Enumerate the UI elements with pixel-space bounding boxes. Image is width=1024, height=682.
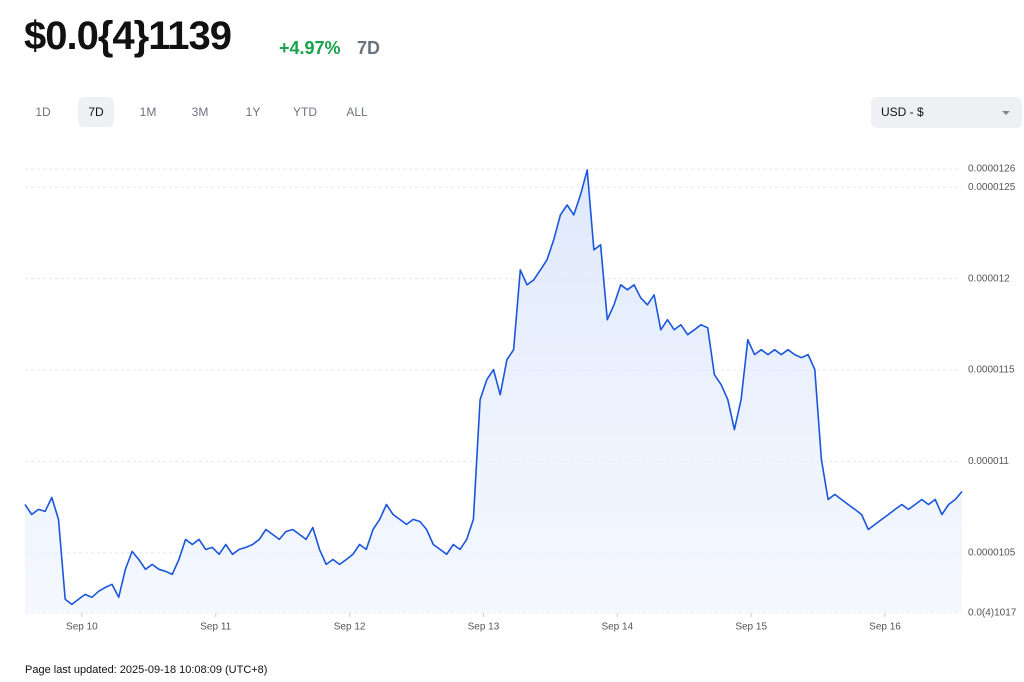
price-change: +4.97% <box>279 38 341 58</box>
range-tab[interactable]: 1Y <box>245 105 261 119</box>
chart: 0.0000126 0.0000125 0.000012 0.0000115 0.000… <box>24 164 1017 633</box>
x-tick-label: Sep 16 <box>869 622 901 633</box>
currency-select[interactable]: USD - $ <box>871 97 1022 128</box>
x-tick-label: Sep 14 <box>601 622 633 633</box>
last-updated: Page last updated: 2025-09-18 10:08:09 (… <box>25 664 268 676</box>
price-line <box>24 169 963 606</box>
y-tick-label: 0.000012 <box>968 273 1010 284</box>
y-tick-label: 0.0000105 <box>968 547 1016 558</box>
range-tab[interactable]: 7D <box>78 97 114 127</box>
x-tick-label: Sep 13 <box>468 622 500 633</box>
x-tick-label: Sep 12 <box>334 622 366 633</box>
y-tick-label: 0.0000125 <box>968 182 1016 193</box>
range-tab[interactable]: YTD <box>293 105 317 119</box>
y-tick-label: 0.0(4)1017 <box>968 608 1017 619</box>
range-tab[interactable]: 1D <box>35 105 51 119</box>
range-tab[interactable]: 3M <box>191 105 209 119</box>
period: 7D <box>357 38 381 58</box>
x-tick-label: Sep 10 <box>66 622 98 633</box>
y-tick-label: 0.000011 <box>968 456 1009 467</box>
range-tab[interactable]: ALL <box>346 105 368 119</box>
price: $0.0{4}1139 <box>24 14 232 58</box>
y-tick-label: 0.0000126 <box>968 164 1016 175</box>
range-tab[interactable]: 1M <box>139 105 157 119</box>
x-tick-label: Sep 15 <box>735 622 767 633</box>
area <box>25 169 962 613</box>
y-tick-label: 0.0000115 <box>968 365 1015 376</box>
x-tick-label: Sep 11 <box>200 622 231 633</box>
